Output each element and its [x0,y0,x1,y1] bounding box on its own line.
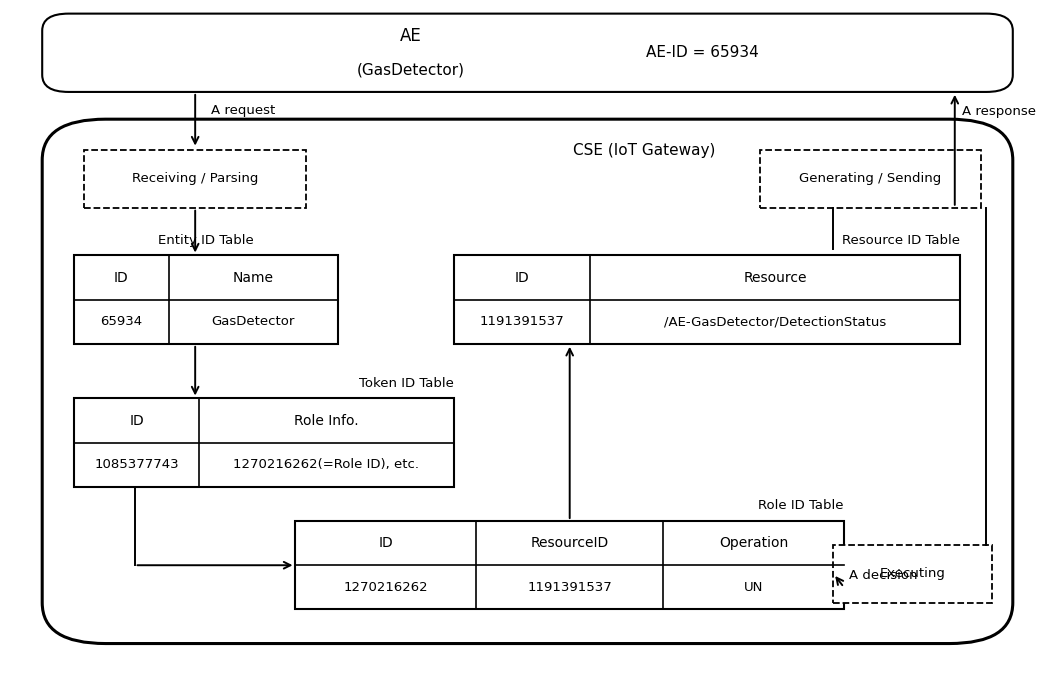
Text: Role Info.: Role Info. [294,413,359,428]
FancyBboxPatch shape [42,119,1013,644]
Text: Role ID Table: Role ID Table [759,499,844,512]
FancyBboxPatch shape [454,255,960,344]
FancyBboxPatch shape [74,398,454,487]
Text: A request: A request [211,104,275,117]
Text: AE: AE [400,27,422,44]
FancyBboxPatch shape [833,545,992,603]
Text: 1191391537: 1191391537 [480,315,564,328]
Text: (GasDetector): (GasDetector) [357,63,465,78]
Text: 65934: 65934 [100,315,142,328]
Text: ResourceID: ResourceID [531,536,609,550]
Text: ID: ID [114,270,129,285]
Text: Executing: Executing [880,567,945,580]
Text: Receiving / Parsing: Receiving / Parsing [132,172,258,185]
FancyBboxPatch shape [295,521,844,609]
Text: ID: ID [515,270,530,285]
FancyBboxPatch shape [84,150,306,208]
Text: Resource: Resource [744,270,807,285]
Text: ID: ID [129,413,143,428]
Text: A decision: A decision [849,569,918,582]
Text: 1085377743: 1085377743 [94,458,179,471]
Text: Generating / Sending: Generating / Sending [800,172,941,185]
Text: /AE-GasDetector/DetectionStatus: /AE-GasDetector/DetectionStatus [664,315,886,328]
Text: Entity ID Table: Entity ID Table [158,234,253,247]
Text: 1270216262(=Role ID), etc.: 1270216262(=Role ID), etc. [233,458,420,471]
Text: ID: ID [379,536,394,550]
Text: AE-ID = 65934: AE-ID = 65934 [646,45,759,61]
Text: 1270216262: 1270216262 [344,581,428,594]
Text: CSE (IoT Gateway): CSE (IoT Gateway) [573,143,715,158]
Text: Name: Name [233,270,273,285]
Text: GasDetector: GasDetector [211,315,295,328]
FancyBboxPatch shape [74,255,338,344]
Text: 1191391537: 1191391537 [528,581,612,594]
Text: Token ID Table: Token ID Table [359,377,454,390]
FancyBboxPatch shape [760,150,981,208]
Text: Resource ID Table: Resource ID Table [842,234,960,247]
Text: A response: A response [962,105,1036,118]
Text: Operation: Operation [718,536,788,550]
FancyBboxPatch shape [42,14,1013,92]
Text: UN: UN [744,581,763,594]
